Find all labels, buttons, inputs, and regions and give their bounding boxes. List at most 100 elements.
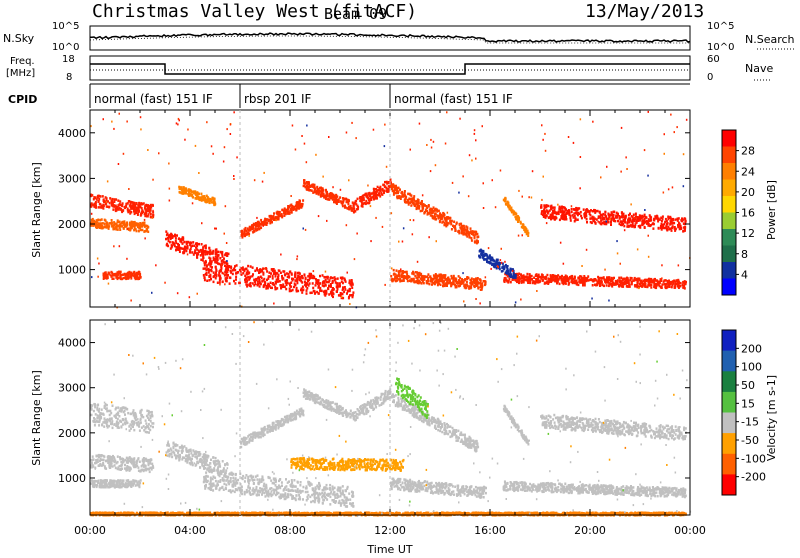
range-tick-label: 1000	[58, 264, 86, 277]
time-tick-label: 16:00	[474, 524, 506, 537]
colorbar-swatch	[722, 351, 736, 372]
scatter-band	[353, 178, 392, 213]
beam-label: Beam 09	[324, 5, 387, 23]
scatter-band	[90, 218, 149, 233]
noise-left-tick-bottom: 10^0	[52, 42, 79, 53]
range-tick-label: 2000	[58, 218, 86, 231]
scatter-band	[503, 272, 687, 289]
time-tick-label: 04:00	[174, 524, 206, 537]
noise-panel	[90, 26, 690, 50]
colorbar-tick-label: 24	[741, 165, 755, 178]
time-axis-label: Time UT	[366, 543, 412, 554]
range-tick-label: 3000	[58, 172, 86, 185]
colorbar-swatch	[722, 474, 736, 495]
scatter-band	[503, 405, 530, 446]
scatter-band	[540, 204, 687, 233]
nsky-label: N.Sky	[3, 32, 35, 45]
colorbar-swatch	[722, 196, 736, 213]
freq-left-tick-top: 18	[62, 54, 75, 65]
scatter-band	[90, 511, 687, 516]
cpid-label: CPID	[8, 93, 37, 106]
scatter-band	[353, 388, 392, 421]
colorbar-tick-label: -50	[741, 434, 759, 447]
freq-panel	[90, 56, 690, 80]
power-colorbar: 28 24 20 16 12 8 4	[722, 130, 755, 296]
freq-right-tick-top: 60	[707, 54, 720, 65]
scatter-band	[91, 479, 142, 489]
colorbar-tick-label: 28	[741, 145, 755, 158]
freq-trace	[90, 64, 690, 74]
colorbar-swatch	[722, 454, 736, 475]
time-tick-label: 08:00	[274, 524, 306, 537]
range-tick-label: 1000	[58, 472, 86, 485]
range-tick-label: 3000	[58, 382, 86, 395]
scatter-band	[303, 179, 355, 212]
velocity-y-label: Slant Range [km]	[30, 370, 43, 466]
time-tick-label: 00:00	[674, 524, 706, 537]
scatter-band	[178, 186, 216, 206]
scatter-band	[240, 408, 304, 449]
power-colorbar-title: Power [dB]	[765, 180, 778, 240]
scatter-band	[390, 183, 479, 244]
colorbar-tick-label: 20	[741, 186, 755, 199]
colorbar-tick-label: 12	[741, 227, 755, 240]
velocity-colorbar-title: Velocity [m s-1]	[765, 375, 778, 461]
colorbar-swatch	[722, 262, 736, 279]
scatter-band	[390, 269, 486, 291]
scatter-band	[391, 393, 479, 452]
freq-label-line2: [MHz]	[6, 68, 35, 79]
nave-label: Nave	[745, 62, 773, 75]
noise-right-tick-bottom: 10^0	[707, 42, 734, 53]
colorbar-swatch	[722, 371, 736, 392]
colorbar-tick-label: 200	[741, 342, 762, 355]
scatter-band	[203, 261, 355, 300]
colorbar-swatch	[722, 229, 736, 246]
time-tick-label: 20:00	[574, 524, 606, 537]
scatter-band	[503, 480, 687, 498]
colorbar-tick-label: 4	[741, 268, 748, 281]
time-axis: 00:00 04:00 08:00 12:00 16:00 20:00 00:00	[74, 524, 706, 537]
range-tick-label: 4000	[58, 127, 86, 140]
colorbar-swatch	[722, 213, 736, 230]
colorbar-swatch	[722, 147, 736, 164]
freq-line	[90, 64, 690, 74]
colorbar-swatch	[722, 163, 736, 180]
scatter-band	[90, 194, 154, 219]
colorbar-tick-label: -15	[741, 416, 759, 429]
time-tick-label: 12:00	[374, 524, 406, 537]
scatter-band	[478, 249, 517, 279]
colorbar-swatch	[722, 180, 736, 197]
scatter-band	[290, 457, 404, 472]
scatter-band	[203, 469, 355, 508]
scatter-band	[540, 414, 687, 441]
colorbar-swatch	[722, 330, 736, 351]
power-axes: 1000 2000 3000 4000	[58, 110, 690, 307]
scatter-band	[90, 454, 154, 473]
scatter-band	[103, 271, 142, 281]
colorbar-tick-label: 100	[741, 361, 762, 374]
freq-right-tick-bottom: 0	[707, 72, 713, 83]
colorbar-tick-label: -200	[741, 471, 766, 484]
freq-label-line1: Freq.	[10, 56, 35, 67]
colorbar-swatch	[722, 130, 736, 147]
colorbar-tick-label: -100	[741, 452, 766, 465]
colorbar-tick-label: 16	[741, 207, 755, 220]
colorbar-tick-label: 8	[741, 248, 748, 261]
cpid-segment-label: normal (fast) 151 IF	[94, 92, 213, 106]
scatter-band	[165, 230, 230, 268]
noise-trace	[90, 33, 690, 43]
colorbar-swatch	[722, 246, 736, 263]
time-tick-label: 00:00	[74, 524, 106, 537]
colorbar-swatch	[722, 279, 736, 296]
cpid-segment-label: rbsp 201 IF	[244, 92, 311, 106]
scatter-band	[240, 199, 304, 238]
colorbar-swatch	[722, 433, 736, 454]
scatter-band	[90, 403, 154, 434]
colorbar-tick-label: 50	[741, 379, 755, 392]
colorbar-swatch	[722, 392, 736, 413]
power-y-label: Slant Range [km]	[30, 162, 43, 258]
